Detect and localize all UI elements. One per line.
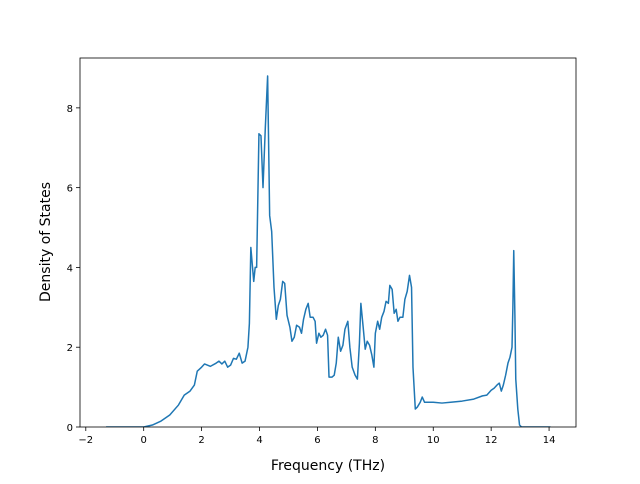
x-axis-label: Frequency (THz) bbox=[271, 458, 385, 474]
x-tick-label: 10 bbox=[427, 435, 440, 446]
x-tick-label: 12 bbox=[485, 435, 498, 446]
line bbox=[106, 75, 551, 427]
x-tick-label: 8 bbox=[372, 435, 378, 446]
x-tick-label: 6 bbox=[314, 435, 320, 446]
y-tick-label: 4 bbox=[67, 263, 73, 274]
plot-frame bbox=[79, 57, 577, 428]
y-tick-label: 8 bbox=[67, 104, 73, 115]
y-tick-label: 2 bbox=[67, 343, 73, 354]
x-tick-label: 14 bbox=[543, 435, 556, 446]
x-tick-label: 2 bbox=[198, 435, 204, 446]
y-axis-label: Density of States bbox=[38, 182, 54, 302]
x-tick-label: −2 bbox=[78, 435, 93, 446]
y-tick-label: 0 bbox=[67, 423, 73, 434]
x-tick-label: 4 bbox=[256, 435, 262, 446]
x-tick-label: 0 bbox=[141, 435, 147, 446]
y-tick-label: 6 bbox=[67, 184, 73, 195]
